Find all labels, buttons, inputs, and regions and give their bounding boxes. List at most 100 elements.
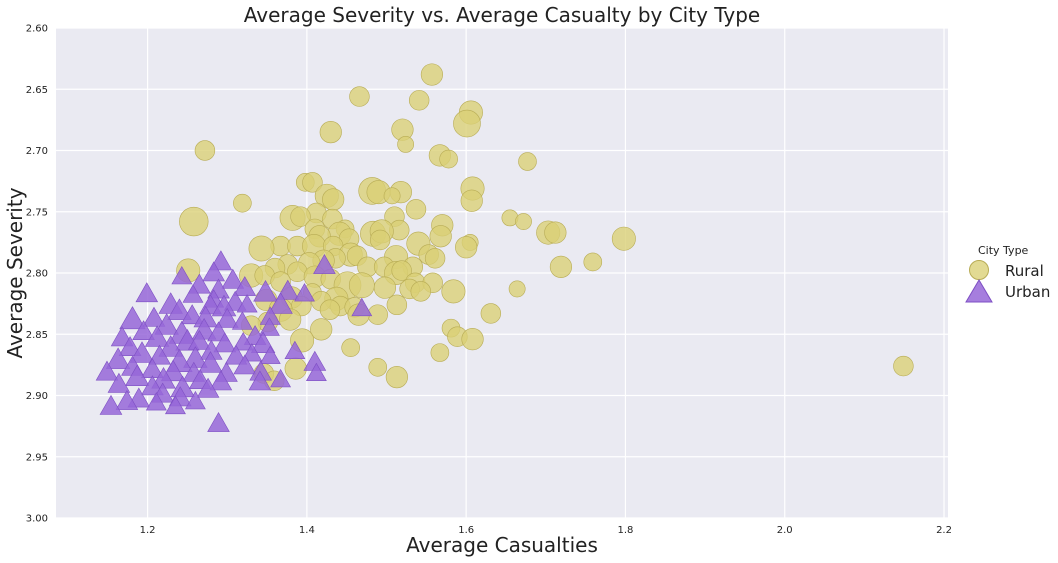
legend-urban-marker xyxy=(965,279,993,303)
rural-point xyxy=(385,366,408,389)
y-tick-label: 2.85 xyxy=(26,330,48,341)
rural-point xyxy=(279,308,302,331)
urban-point xyxy=(215,307,239,328)
urban-point xyxy=(232,332,254,351)
legend: City Type Rural Urban xyxy=(965,244,1050,303)
rural-point xyxy=(348,272,375,299)
rural-point xyxy=(310,318,333,341)
rural-point xyxy=(441,279,466,304)
urban-point xyxy=(202,261,226,282)
x-tick-label: 1.2 xyxy=(140,525,156,536)
urban-point xyxy=(258,317,280,336)
rural-point xyxy=(405,199,427,220)
urban-point xyxy=(154,313,179,335)
urban-point xyxy=(119,306,146,330)
y-tick-label: 2.70 xyxy=(26,146,48,157)
urban-point xyxy=(284,340,306,360)
rural-point xyxy=(368,358,388,377)
series-urban xyxy=(95,250,373,432)
rural-point xyxy=(179,206,209,237)
urban-point xyxy=(142,306,166,327)
x-tick-label: 1.8 xyxy=(617,525,633,536)
urban-point xyxy=(313,253,336,274)
urban-point xyxy=(184,390,206,410)
rural-point xyxy=(480,303,502,324)
rural-point xyxy=(439,149,458,169)
urban-point xyxy=(148,344,171,365)
legend-urban-label: Urban xyxy=(1005,283,1050,301)
urban-point xyxy=(164,395,186,415)
urban-point xyxy=(259,345,281,364)
rural-point xyxy=(290,206,311,227)
rural-point xyxy=(549,255,573,278)
rural-point xyxy=(302,172,323,193)
urban-point xyxy=(182,284,204,303)
rural-point xyxy=(461,328,484,351)
rural-point xyxy=(430,343,450,362)
rural-point xyxy=(893,355,914,377)
y-axis-title: Average Severity xyxy=(3,187,27,358)
legend-title: City Type xyxy=(978,244,1029,257)
urban-point xyxy=(132,320,155,341)
y-tick-label: 2.65 xyxy=(26,85,48,96)
urban-point xyxy=(145,392,167,411)
rural-point xyxy=(391,260,412,281)
y-tick-label: 2.60 xyxy=(26,24,48,35)
rural-point xyxy=(233,193,252,213)
rural-point xyxy=(373,276,397,299)
urban-point xyxy=(196,377,220,398)
urban-point xyxy=(221,268,245,289)
y-tick-label: 2.75 xyxy=(26,207,48,218)
rural-point xyxy=(410,281,431,302)
rural-point xyxy=(508,280,526,298)
rural-point xyxy=(248,235,275,262)
x-tick-label: 2.0 xyxy=(777,525,793,536)
rural-point xyxy=(455,236,478,259)
rural-point xyxy=(341,338,360,358)
rural-point xyxy=(284,357,307,380)
urban-point xyxy=(107,372,131,393)
y-tick-labels: 2.60 2.65 2.70 2.75 2.80 2.85 2.90 2.95 3.00 xyxy=(26,24,48,525)
rural-point xyxy=(518,152,537,171)
urban-point xyxy=(167,298,192,320)
urban-point xyxy=(253,279,278,302)
urban-point xyxy=(250,331,276,354)
urban-point xyxy=(124,364,150,387)
rural-point xyxy=(515,213,532,230)
rural-point xyxy=(544,221,567,244)
urban-point xyxy=(171,265,193,285)
rural-point xyxy=(322,188,345,211)
urban-point xyxy=(236,294,258,313)
urban-point xyxy=(207,411,230,432)
urban-point xyxy=(270,368,292,388)
legend-rural-label: Rural xyxy=(1005,262,1044,280)
urban-point xyxy=(351,297,373,317)
urban-point xyxy=(305,362,327,382)
y-tick-label: 2.95 xyxy=(26,452,48,463)
urban-point xyxy=(268,292,293,314)
rural-point xyxy=(408,90,430,111)
rural-point xyxy=(424,248,446,269)
urban-point xyxy=(233,354,257,375)
rural-point xyxy=(386,294,408,316)
rural-point xyxy=(460,189,483,212)
urban-point xyxy=(129,341,155,363)
chart-title: Average Severity vs. Average Casualty by… xyxy=(244,3,760,27)
urban-point xyxy=(231,311,253,330)
urban-point xyxy=(158,335,183,357)
urban-point xyxy=(213,332,237,353)
urban-point xyxy=(294,283,315,302)
urban-point xyxy=(118,336,142,357)
urban-point xyxy=(140,375,164,396)
urban-point xyxy=(248,370,272,391)
rural-point xyxy=(420,63,444,86)
urban-point xyxy=(233,276,257,296)
y-tick-label: 3.00 xyxy=(26,514,48,525)
urban-point xyxy=(276,279,300,300)
y-tick-label: 2.90 xyxy=(26,391,48,402)
urban-point xyxy=(241,343,263,362)
x-tick-label: 1.6 xyxy=(458,525,474,536)
rural-point xyxy=(429,225,452,248)
rural-point xyxy=(383,187,401,205)
x-axis-title: Average Casualties xyxy=(406,533,598,557)
